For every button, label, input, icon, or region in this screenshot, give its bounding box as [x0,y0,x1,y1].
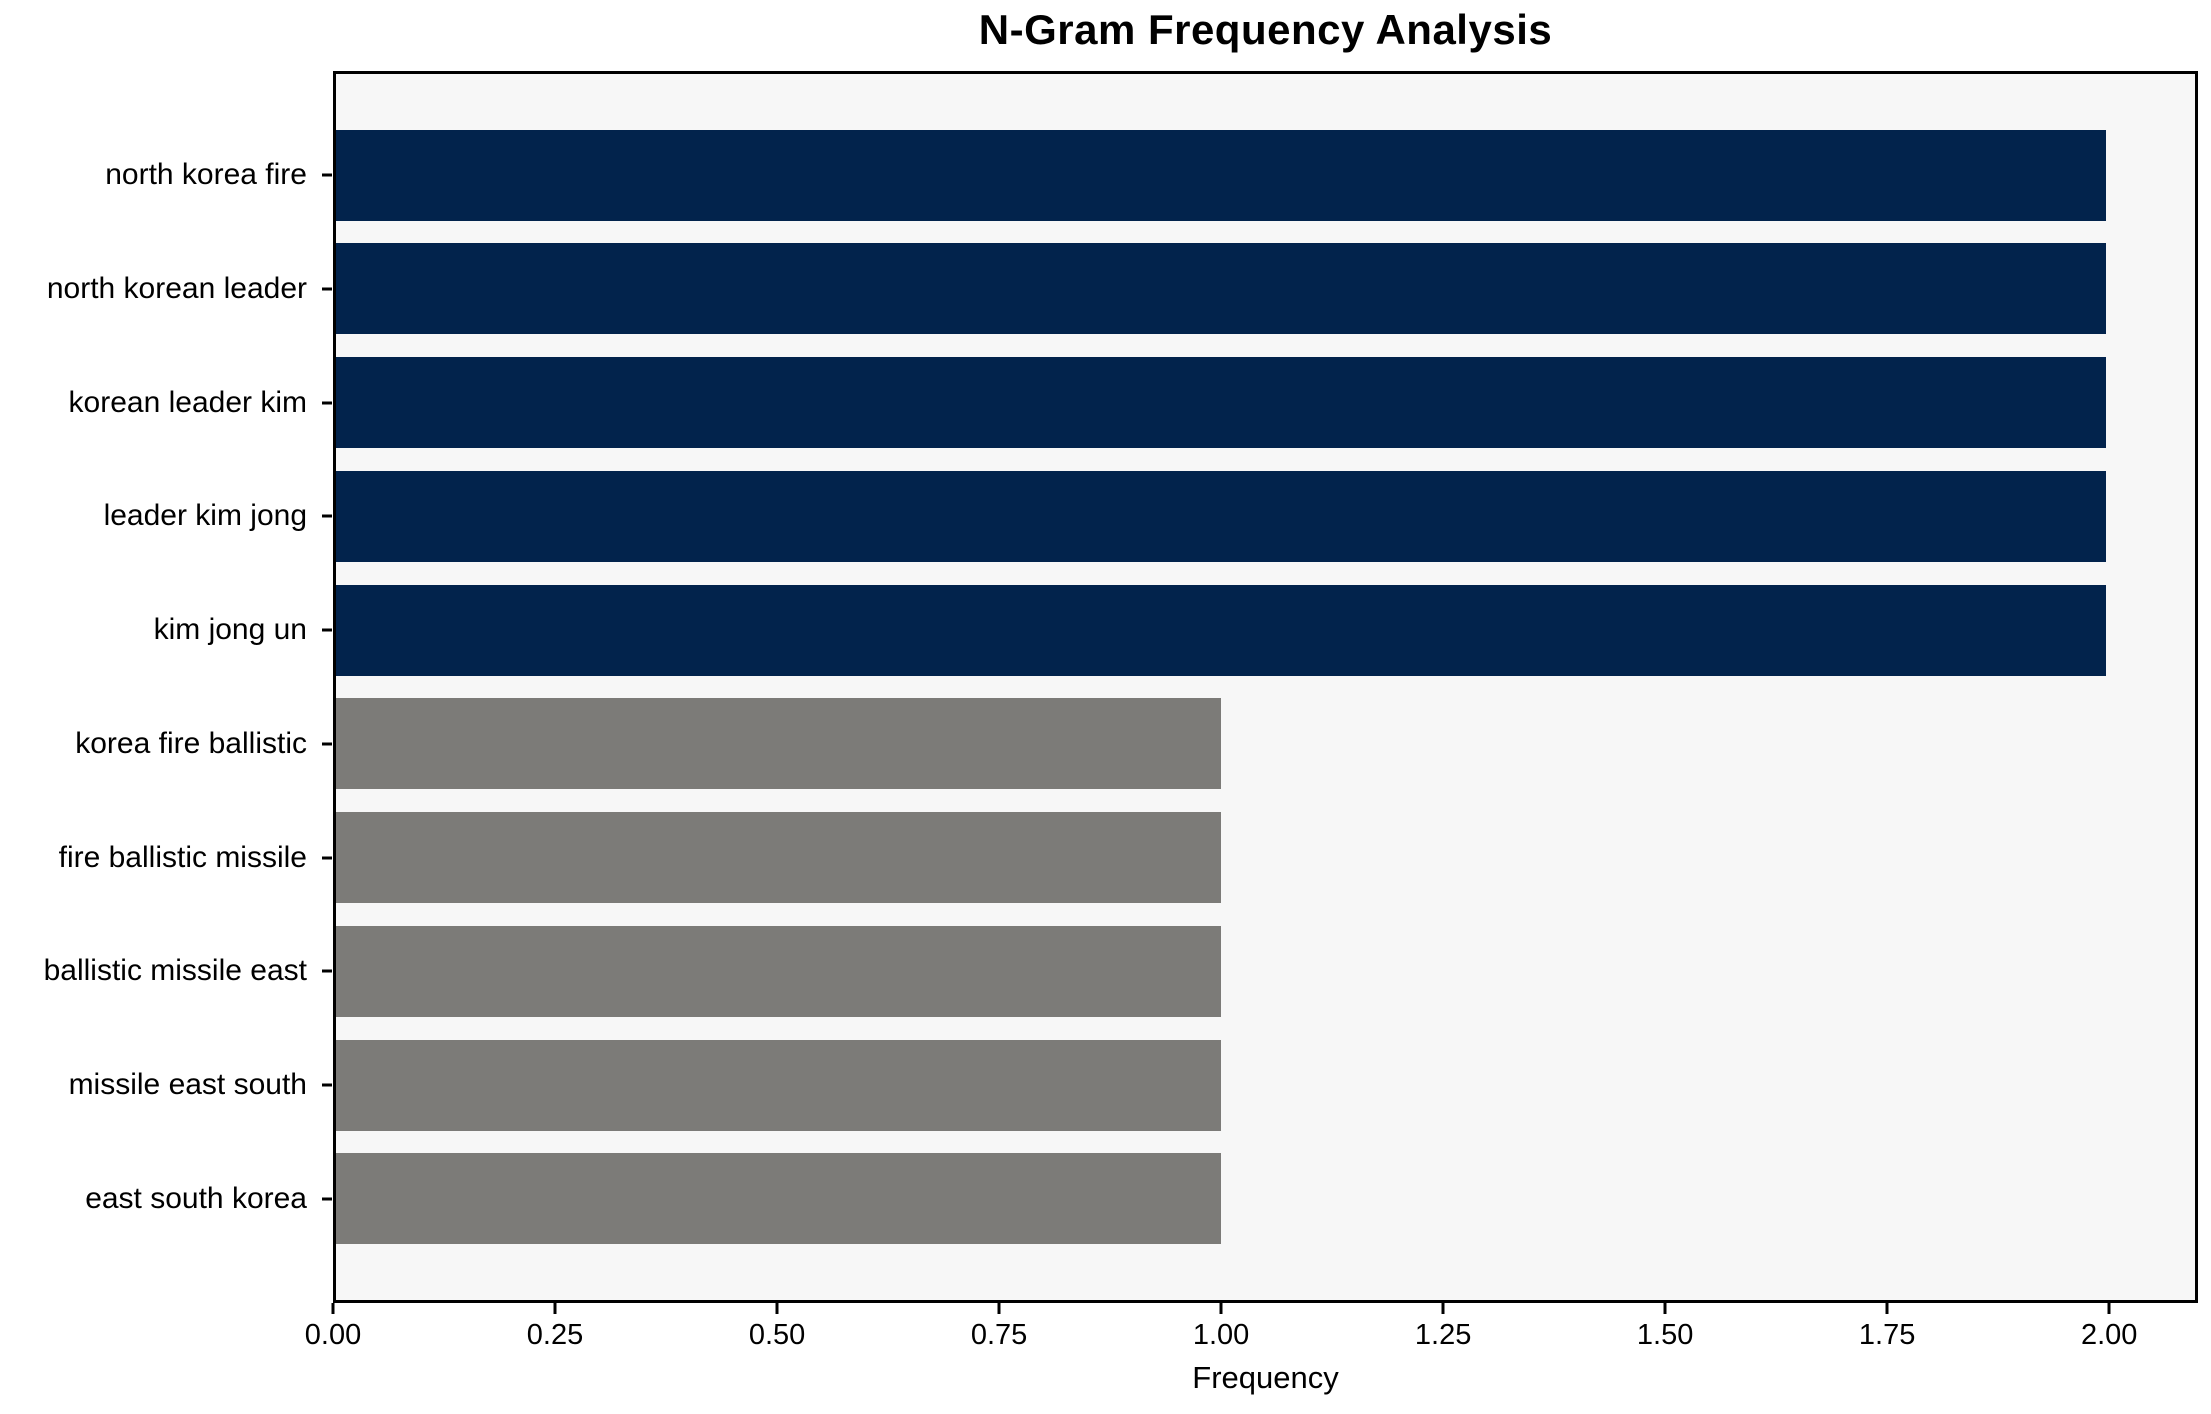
bar-korea-fire-ballistic [336,698,1222,790]
y-tick-label: leader kim jong [0,501,333,531]
bar-kim-jong-un [336,584,2107,676]
y-tick-label: kim jong un [0,615,333,645]
x-axis-title: Frequency [1192,1360,1339,1395]
bar-north-korean-leader [336,243,2107,335]
x-tick-mark [775,1303,779,1314]
x-tick-label: 1.25 [1414,1319,1472,1351]
x-tick-mark [331,1303,335,1314]
y-tick-mark [322,287,332,291]
y-tick-label: east south korea [0,1183,333,1214]
chart-title: N-Gram Frequency Analysis [978,6,1553,53]
y-tick-mark [322,628,332,632]
y-tick-mark [322,1083,332,1087]
bar-missile-east-south [336,1039,1222,1131]
bar-north-korea-fire [336,129,2107,221]
x-tick-mark [2107,1303,2111,1314]
y-tick-label: korea fire ballistic [0,728,333,759]
y-tick-label: ballistic missile east [0,956,333,986]
plot-area [333,71,2198,1303]
x-tick-label: 0.50 [748,1319,806,1351]
x-tick-label: 0.75 [970,1319,1028,1351]
y-tick-label: korean leader kim [0,387,333,418]
y-tick-mark [322,742,332,746]
x-axis-ticks: 0.00 0.25 0.50 0.75 1.00 1.25 1.50 1.75 2.00 [305,1301,2198,1365]
x-tick-label: 1.50 [1636,1319,1694,1351]
y-axis-labels: north korea fire north korean leader korea… [0,71,333,1303]
y-tick-label: north korean leader [0,273,333,304]
x-tick-label: 1.00 [1192,1319,1250,1351]
y-tick-mark [322,514,332,518]
bar-fire-ballistic-missile [336,812,1222,904]
x-tick-mark [1663,1303,1667,1314]
x-tick-mark [1441,1303,1445,1314]
bar-korean-leader-kim [336,357,2107,449]
x-tick-mark [1885,1303,1889,1314]
x-tick-mark [1219,1303,1223,1314]
y-tick-mark [322,969,332,973]
bar-leader-kim-jong [336,470,2107,562]
x-tick-mark [553,1303,557,1314]
y-tick-label: fire ballistic missile [0,842,333,873]
x-tick-label: 2.00 [2080,1319,2138,1351]
x-tick-label: 0.25 [526,1319,584,1351]
x-tick-label: 1.75 [1858,1319,1916,1351]
bars-container [336,74,2195,1300]
y-tick-label: north korea fire [0,160,333,190]
y-tick-label: missile east south [0,1070,333,1100]
y-tick-mark [322,401,332,405]
y-tick-mark [322,173,332,177]
y-tick-mark [322,856,332,860]
x-tick-label: 0.00 [304,1319,362,1351]
bar-east-south-korea [336,1153,1222,1245]
x-tick-mark [997,1303,1001,1314]
y-tick-mark [322,1197,332,1201]
bar-ballistic-missile-east [336,925,1222,1017]
